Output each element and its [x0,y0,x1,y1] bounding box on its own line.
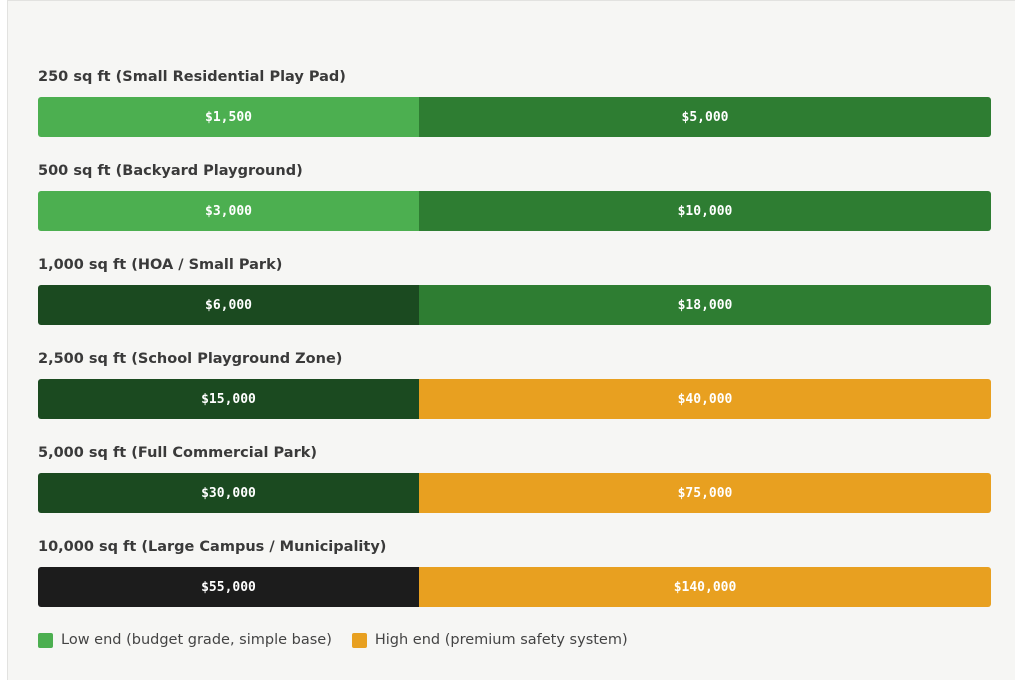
bar-low-end: $15,000 [38,379,419,419]
category-label: 500 sq ft (Backyard Playground) [38,163,303,179]
bar-high-end: $5,000 [419,97,991,137]
bar-high-end: $18,000 [419,285,991,325]
category-label: 5,000 sq ft (Full Commercial Park) [38,445,317,461]
legend-label-low: Low end (budget grade, simple base) [61,632,332,648]
bar-low-end: $6,000 [38,285,419,325]
legend-swatch-high [351,632,367,648]
category-label: 250 sq ft (Small Residential Play Pad) [38,69,346,85]
legend-label-high: High end (premium safety system) [374,632,628,648]
legend-swatch-low [38,632,53,648]
legend: Low end (budget grade, simple base) High… [38,632,628,648]
category-label: 10,000 sq ft (Large Campus / Municipalit… [38,539,387,555]
bar-low-end: $3,000 [38,191,419,231]
bar-low-end: $1,500 [38,97,419,137]
legend-item-high: High end (premium safety system) [351,632,628,648]
bar-high-end: $140,000 [419,567,991,607]
legend-item-low: Low end (budget grade, simple base) [38,632,332,648]
bar-high-end: $75,000 [419,473,991,513]
bar-low-end: $55,000 [38,567,419,607]
bar-high-end: $10,000 [419,191,991,231]
bar-low-end: $30,000 [38,473,419,513]
category-label: 2,500 sq ft (School Playground Zone) [38,351,343,367]
category-label: 1,000 sq ft (HOA / Small Park) [38,257,283,273]
bar-high-end: $40,000 [419,379,991,419]
